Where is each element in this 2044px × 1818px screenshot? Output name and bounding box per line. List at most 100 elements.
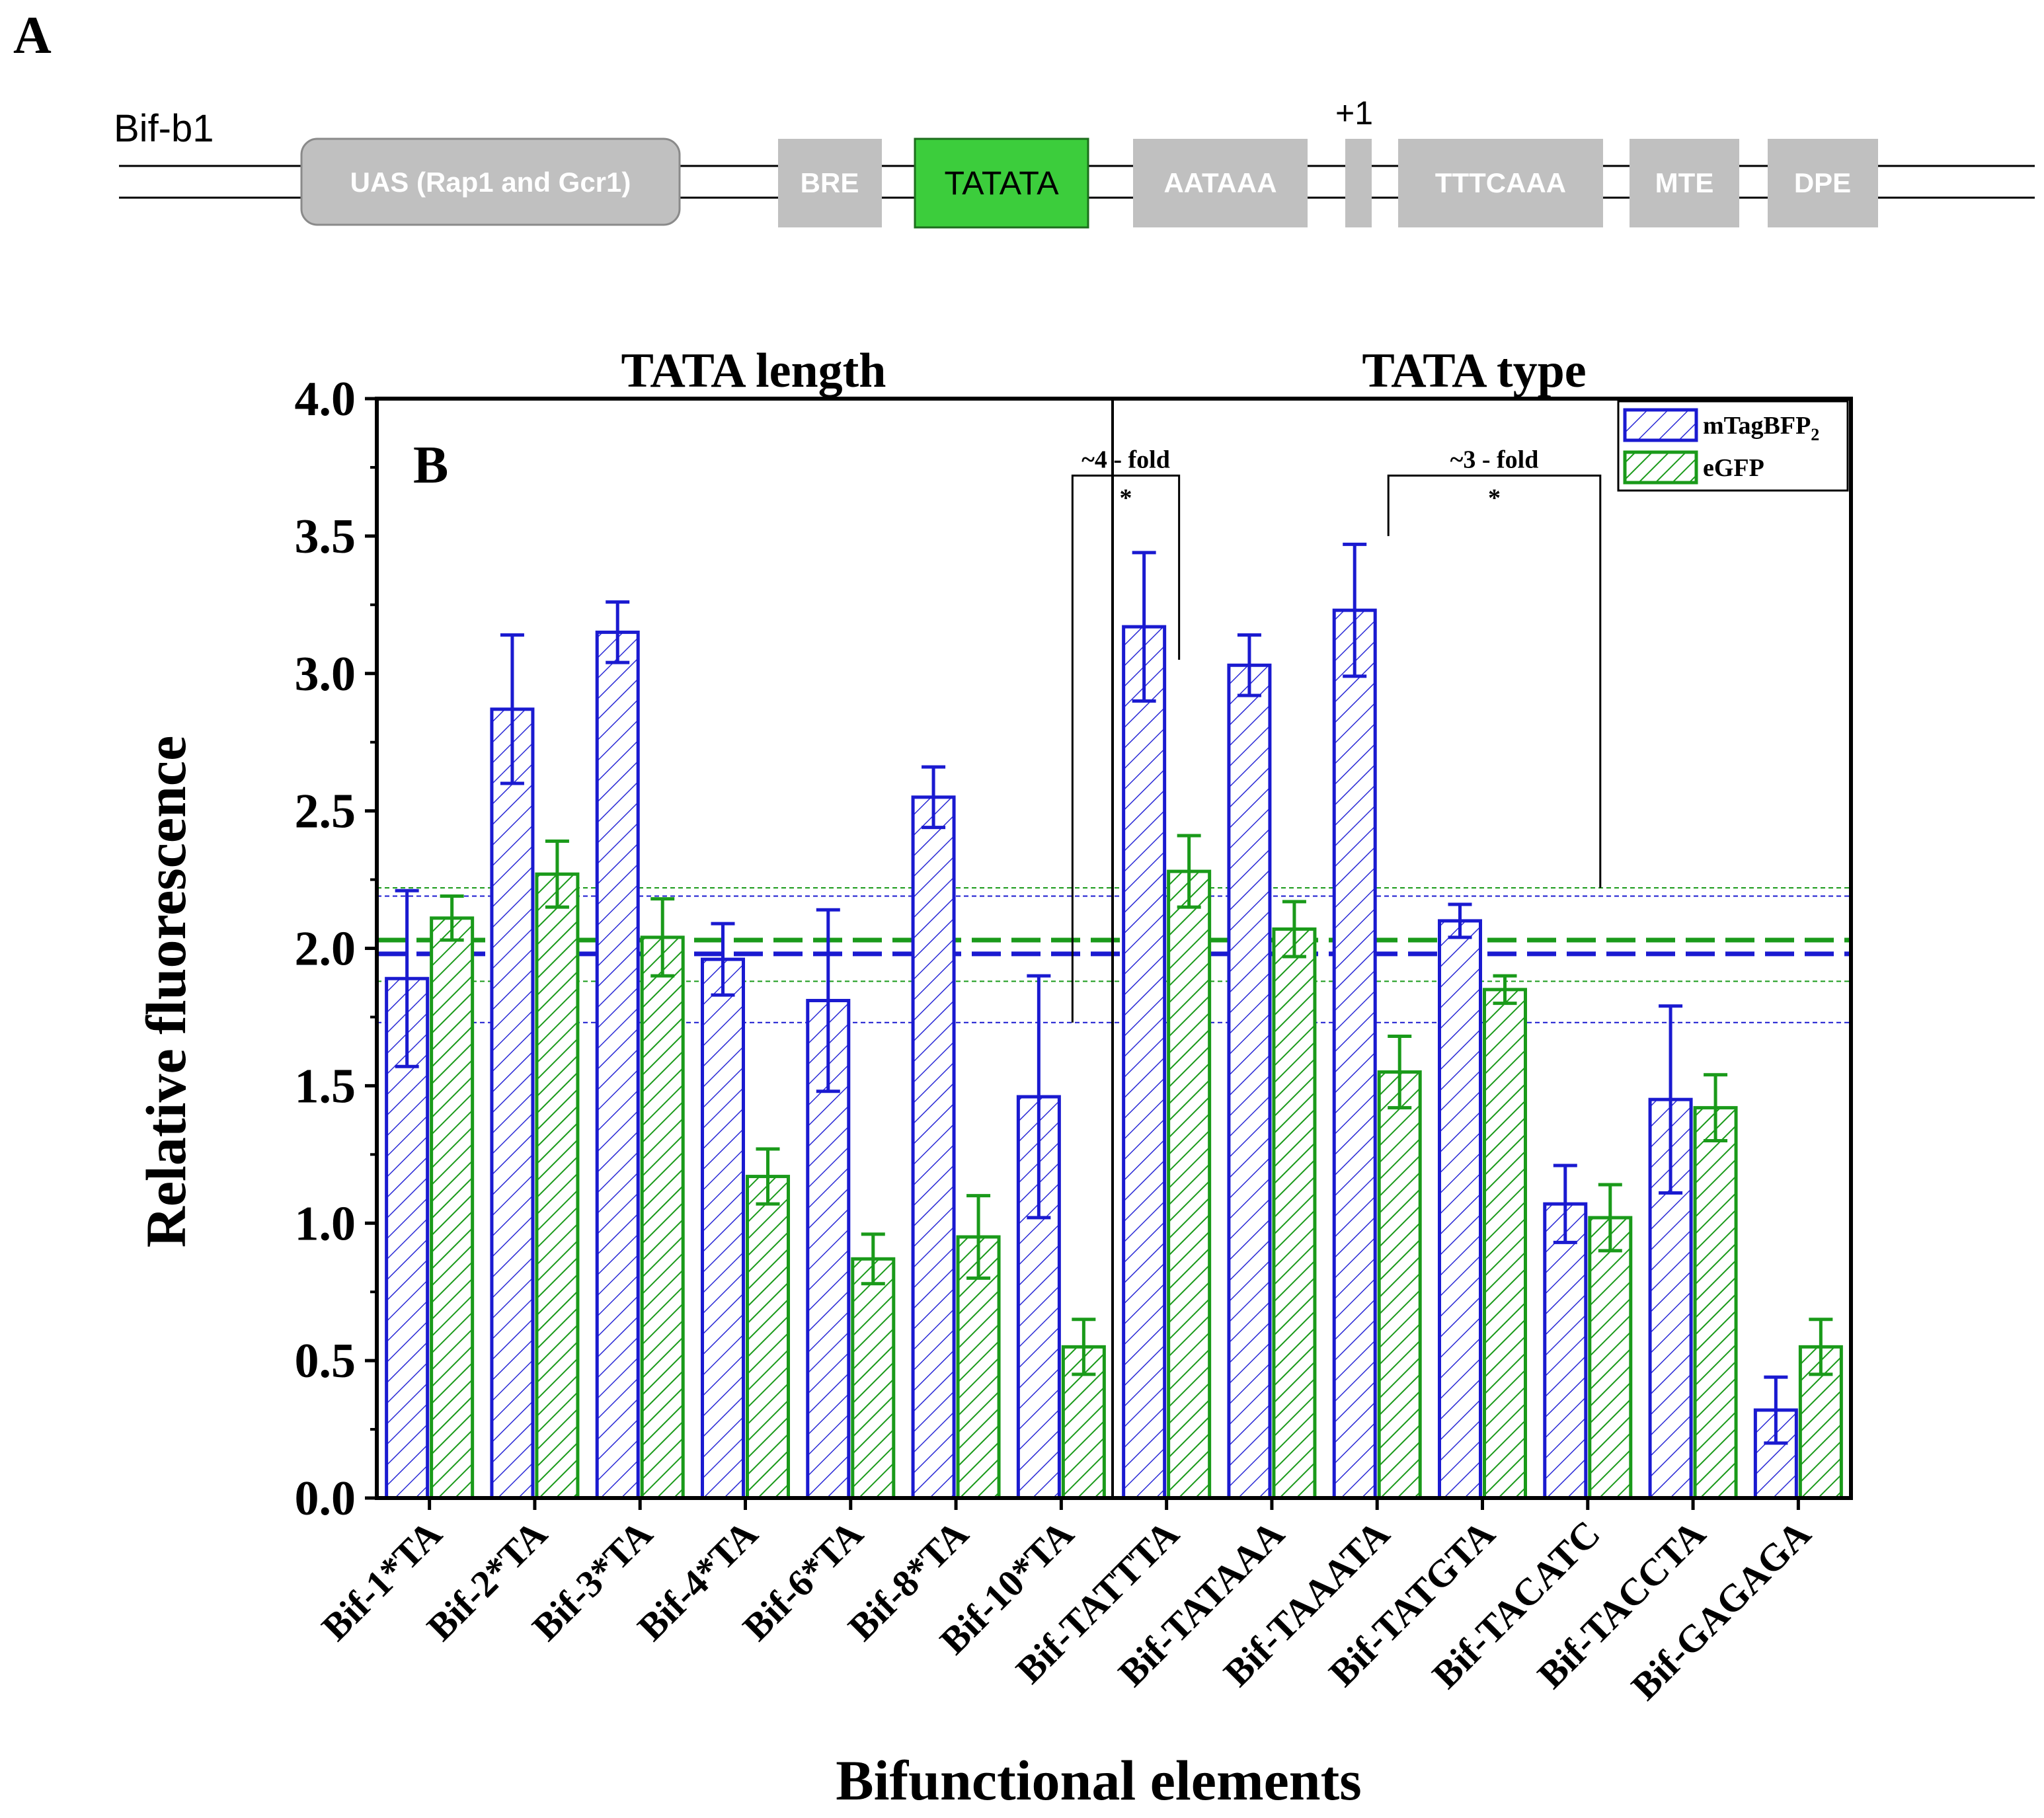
error-bar-mtagbfp-bif-taccta xyxy=(1659,1004,1683,1195)
error-bar-mtagbfp-bif-2-ta xyxy=(500,633,524,785)
error-bar-egfp-bif-tataaa xyxy=(1282,900,1306,959)
bar-egfp-bif-6-ta xyxy=(851,1257,896,1500)
y-axis: 0.0 0.5 1.0 1.5 2.0 2.5 3.0 3.5 4.0 xyxy=(295,372,377,1526)
tss-label: +1 xyxy=(1335,95,1373,132)
panel-b-chart: TATA length TATA type ~4 - fold*~3 - fol… xyxy=(134,344,1853,1812)
section-title-length: TATA length xyxy=(621,344,886,398)
legend: mTagBFP2 eGFP xyxy=(1617,400,1849,492)
mte-label: MTE xyxy=(1655,167,1714,198)
significance-star: * xyxy=(1488,484,1501,512)
panel-b-letter: B xyxy=(413,436,448,494)
error-bar-egfp-bif-taaata xyxy=(1388,1035,1412,1110)
y-tick-label: 1.0 xyxy=(295,1197,356,1251)
y-tick-label: 4.0 xyxy=(295,372,356,426)
bar-mtagbfp-bif-tattta xyxy=(1122,625,1167,1500)
bar-mtagbfp-bif-taaata xyxy=(1332,608,1377,1500)
bar-mtagbfp-bif-8-ta xyxy=(911,795,956,1500)
x-axis-title: Bifunctional elements xyxy=(836,1749,1361,1812)
error-bar-mtagbfp-bif-tattta xyxy=(1132,551,1156,703)
error-bar-mtagbfp-bif-tacatc xyxy=(1553,1164,1577,1244)
fold-bracket xyxy=(1387,474,1602,889)
bar-egfp-bif-tacatc xyxy=(1588,1216,1633,1500)
tata-element: TATATA xyxy=(914,138,1089,229)
bar-egfp-bif-tattta xyxy=(1167,869,1212,1500)
bar-egfp-bif-tatgta xyxy=(1483,988,1527,1500)
section-title-type: TATA type xyxy=(1362,344,1586,398)
y-tick-label: 1.5 xyxy=(295,1059,356,1113)
bar-mtagbfp-bif-4-ta xyxy=(701,957,745,1500)
error-bar-egfp-bif-3-ta xyxy=(650,897,675,978)
error-bar-egfp-bif-10-ta xyxy=(1072,1318,1096,1376)
dpe-element: DPE xyxy=(1768,139,1878,227)
bar-mtagbfp-bif-2-ta xyxy=(490,707,535,1500)
x-axis: Bif-1*TABif-2*TABif-3*TABif-4*TABif-6*TA… xyxy=(313,1498,1819,1708)
panel-a-letter: A xyxy=(13,7,52,65)
tss-element xyxy=(1345,139,1372,227)
panel-a: A Bif-b1 +1 UAS (Rap1 and Gcr1) BRE TATA… xyxy=(13,7,2035,229)
bar-egfp-bif-tataaa xyxy=(1272,927,1317,1500)
error-bar-egfp-bif-4-ta xyxy=(756,1147,780,1206)
construct-label: Bif-b1 xyxy=(114,107,214,150)
fold-bracket xyxy=(1071,474,1181,1023)
bar-mtagbfp-bif-3-ta xyxy=(595,630,640,1500)
bar-mtagbfp-bif-tatgta xyxy=(1438,919,1482,1500)
error-bar-egfp-bif-1-ta xyxy=(440,894,464,942)
mte-element: MTE xyxy=(1630,139,1739,227)
x-tick-label-bif-gagaga: Bif-GAGAGA xyxy=(1623,1512,1819,1708)
y-tick-label: 3.5 xyxy=(295,510,356,564)
y-axis-title: Relative fluorescence xyxy=(134,736,198,1248)
y-tick-label: 2.5 xyxy=(295,785,356,839)
bre-element: BRE xyxy=(778,139,882,227)
bar-egfp-bif-2-ta xyxy=(535,872,580,1500)
aataaa-element: AATAAA xyxy=(1133,139,1308,227)
legend-swatch-mtagbfp xyxy=(1623,408,1698,442)
error-bar-egfp-bif-gagaga xyxy=(1809,1318,1833,1376)
error-bar-egfp-bif-2-ta xyxy=(545,839,569,909)
error-bar-mtagbfp-bif-1-ta xyxy=(395,889,419,1068)
significance-annotations: ~4 - fold * ~3 - fold * xyxy=(1071,446,1602,1023)
error-bar-egfp-bif-taccta xyxy=(1704,1073,1728,1143)
fold-label: ~3 - fold xyxy=(1450,446,1539,473)
bar-egfp-bif-taccta xyxy=(1693,1106,1738,1500)
error-bar-mtagbfp-bif-6-ta xyxy=(816,908,840,1093)
fold-label: ~4 - fold xyxy=(1081,446,1170,473)
y-tick-label: 3.0 xyxy=(295,647,356,701)
error-bar-mtagbfp-bif-3-ta xyxy=(606,600,630,664)
bar-egfp-bif-3-ta xyxy=(640,935,685,1500)
tata-label: TATATA xyxy=(944,165,1059,202)
error-bars xyxy=(395,542,1833,1445)
tttcaaa-element: TTTCAAA xyxy=(1398,139,1603,227)
error-bar-mtagbfp-bif-tataaa xyxy=(1237,633,1261,697)
error-bar-mtagbfp-bif-gagaga xyxy=(1764,1375,1788,1445)
error-bar-mtagbfp-bif-tatgta xyxy=(1448,902,1472,939)
error-bar-mtagbfp-bif-taaata xyxy=(1343,542,1367,678)
tttcaaa-label: TTTCAAA xyxy=(1435,167,1566,198)
bar-egfp-bif-1-ta xyxy=(430,916,475,1500)
legend-label-egfp: eGFP xyxy=(1703,454,1764,482)
bar-mtagbfp-bif-tacatc xyxy=(1543,1202,1588,1500)
bar-mtagbfp-bif-tataaa xyxy=(1227,663,1272,1500)
error-bar-mtagbfp-bif-4-ta xyxy=(711,922,735,997)
dpe-label: DPE xyxy=(1794,167,1851,198)
error-bar-mtagbfp-bif-8-ta xyxy=(922,765,946,830)
y-tick-label: 2.0 xyxy=(295,922,356,976)
error-bar-egfp-bif-tattta xyxy=(1177,834,1201,909)
y-tick-label: 0.0 xyxy=(295,1472,356,1526)
fold-annotation-1: ~4 - fold * xyxy=(1071,446,1181,1023)
error-bar-egfp-bif-tatgta xyxy=(1493,974,1517,1006)
significance-star: * xyxy=(1120,484,1132,512)
bar-egfp-bif-4-ta xyxy=(746,1175,790,1500)
legend-swatch-egfp xyxy=(1623,450,1698,485)
uas-element: UAS (Rap1 and Gcr1) xyxy=(300,138,681,226)
error-bar-egfp-bif-tacatc xyxy=(1598,1183,1622,1253)
error-bar-egfp-bif-6-ta xyxy=(861,1232,885,1286)
fold-annotation-2: ~3 - fold * xyxy=(1387,446,1602,889)
aataaa-label: AATAAA xyxy=(1163,167,1277,198)
error-bar-egfp-bif-8-ta xyxy=(966,1194,991,1280)
bar-egfp-bif-taaata xyxy=(1377,1070,1422,1500)
legend-label-mtagbfp: mTagBFP2 xyxy=(1703,412,1819,444)
uas-label: UAS (Rap1 and Gcr1) xyxy=(350,167,631,198)
error-bar-mtagbfp-bif-10-ta xyxy=(1027,974,1051,1220)
y-tick-label: 0.5 xyxy=(295,1334,356,1388)
